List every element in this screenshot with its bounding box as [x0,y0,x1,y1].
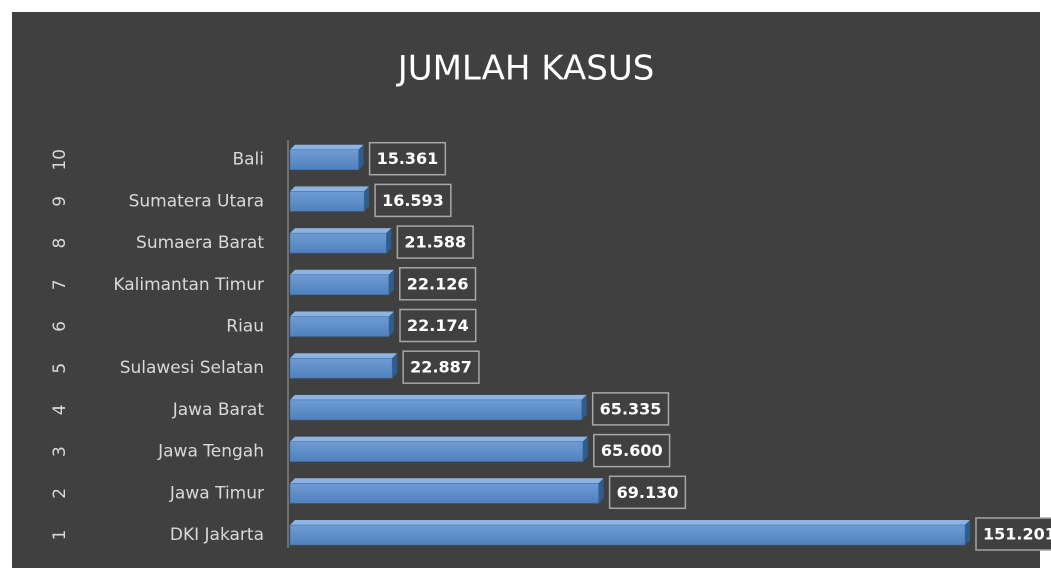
bar-top [290,269,394,275]
value-label: 16.593 [382,191,444,210]
bar [289,316,390,337]
value-label-box [399,308,477,343]
rank-label: 6 [50,321,70,332]
value-label-box [591,392,670,426]
bar-side [358,144,364,170]
category-label: DKI Jakarta [170,525,264,545]
bar-side [965,520,970,545]
category-label: Bali [232,150,264,170]
rank-label: 10 [50,149,70,171]
value-label-box [399,267,477,301]
value-label: 15.361 [377,149,439,168]
bar [289,149,359,170]
category-label: Sumatera Utara [129,191,264,211]
bar-top [290,144,364,150]
bar-top [290,394,587,400]
bar-top [290,520,970,525]
rank-label: 3 [50,446,70,457]
value-label-box [402,350,480,384]
bar-side [392,353,398,379]
category-label: Sumaera Barat [136,233,264,253]
value-label: 65.600 [601,441,663,460]
bar-top [290,353,398,359]
bar [289,232,387,254]
rank-label: 2 [50,488,70,499]
rank-label: 4 [50,404,70,415]
bar [289,441,584,462]
value-label: 22.126 [407,274,469,293]
bar-side [364,186,370,212]
value-label: 151.201 [983,525,1051,544]
rank-label: 5 [50,363,70,374]
bar-side [581,394,587,420]
bar [289,357,393,379]
bar [289,274,390,296]
bar-top [290,311,394,317]
value-label-box [368,141,447,176]
category-label: Jawa Tengah [157,442,264,462]
rank-label: 1 [50,530,70,541]
bar-top [290,478,604,484]
rank-label: 9 [50,196,70,207]
chart-background [12,12,1040,568]
bar-top [290,228,392,234]
value-label-box [374,183,452,218]
bar [289,191,365,212]
bar [289,483,599,504]
value-label-box [593,433,671,468]
category-label: Jawa Barat [172,400,265,420]
bar-top [290,186,370,192]
bar-side [598,478,604,504]
bar [289,524,966,546]
value-label-box [396,225,474,259]
category-label: Kalimantan Timur [113,275,264,295]
rank-label: 7 [50,279,70,290]
value-label: 69.130 [617,483,679,502]
bar-side [388,311,394,337]
bar [289,399,582,421]
category-label: Riau [226,317,264,337]
bar-side [386,228,392,254]
value-label: 22.174 [407,316,469,335]
rank-label: 8 [50,238,70,249]
category-label: Jawa Timur [169,483,264,503]
value-label-box [608,475,687,510]
value-label: 21.588 [404,233,466,252]
value-label-box [975,517,1051,551]
bar-side [388,269,394,295]
category-label: Sulawesi Selatan [120,358,264,378]
chart-title: JUMLAH KASUS [396,49,655,89]
value-label: 22.887 [410,358,472,377]
bar-side [582,436,588,462]
bar-top [290,436,588,442]
value-label: 65.335 [600,399,662,418]
